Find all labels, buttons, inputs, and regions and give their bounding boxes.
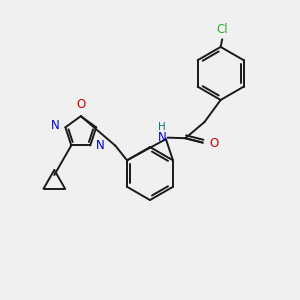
Text: N: N bbox=[158, 131, 167, 144]
Text: N: N bbox=[96, 139, 105, 152]
Text: Cl: Cl bbox=[216, 23, 228, 36]
Text: O: O bbox=[76, 98, 86, 111]
Text: O: O bbox=[209, 137, 218, 150]
Text: N: N bbox=[51, 119, 59, 132]
Text: H: H bbox=[158, 122, 166, 132]
